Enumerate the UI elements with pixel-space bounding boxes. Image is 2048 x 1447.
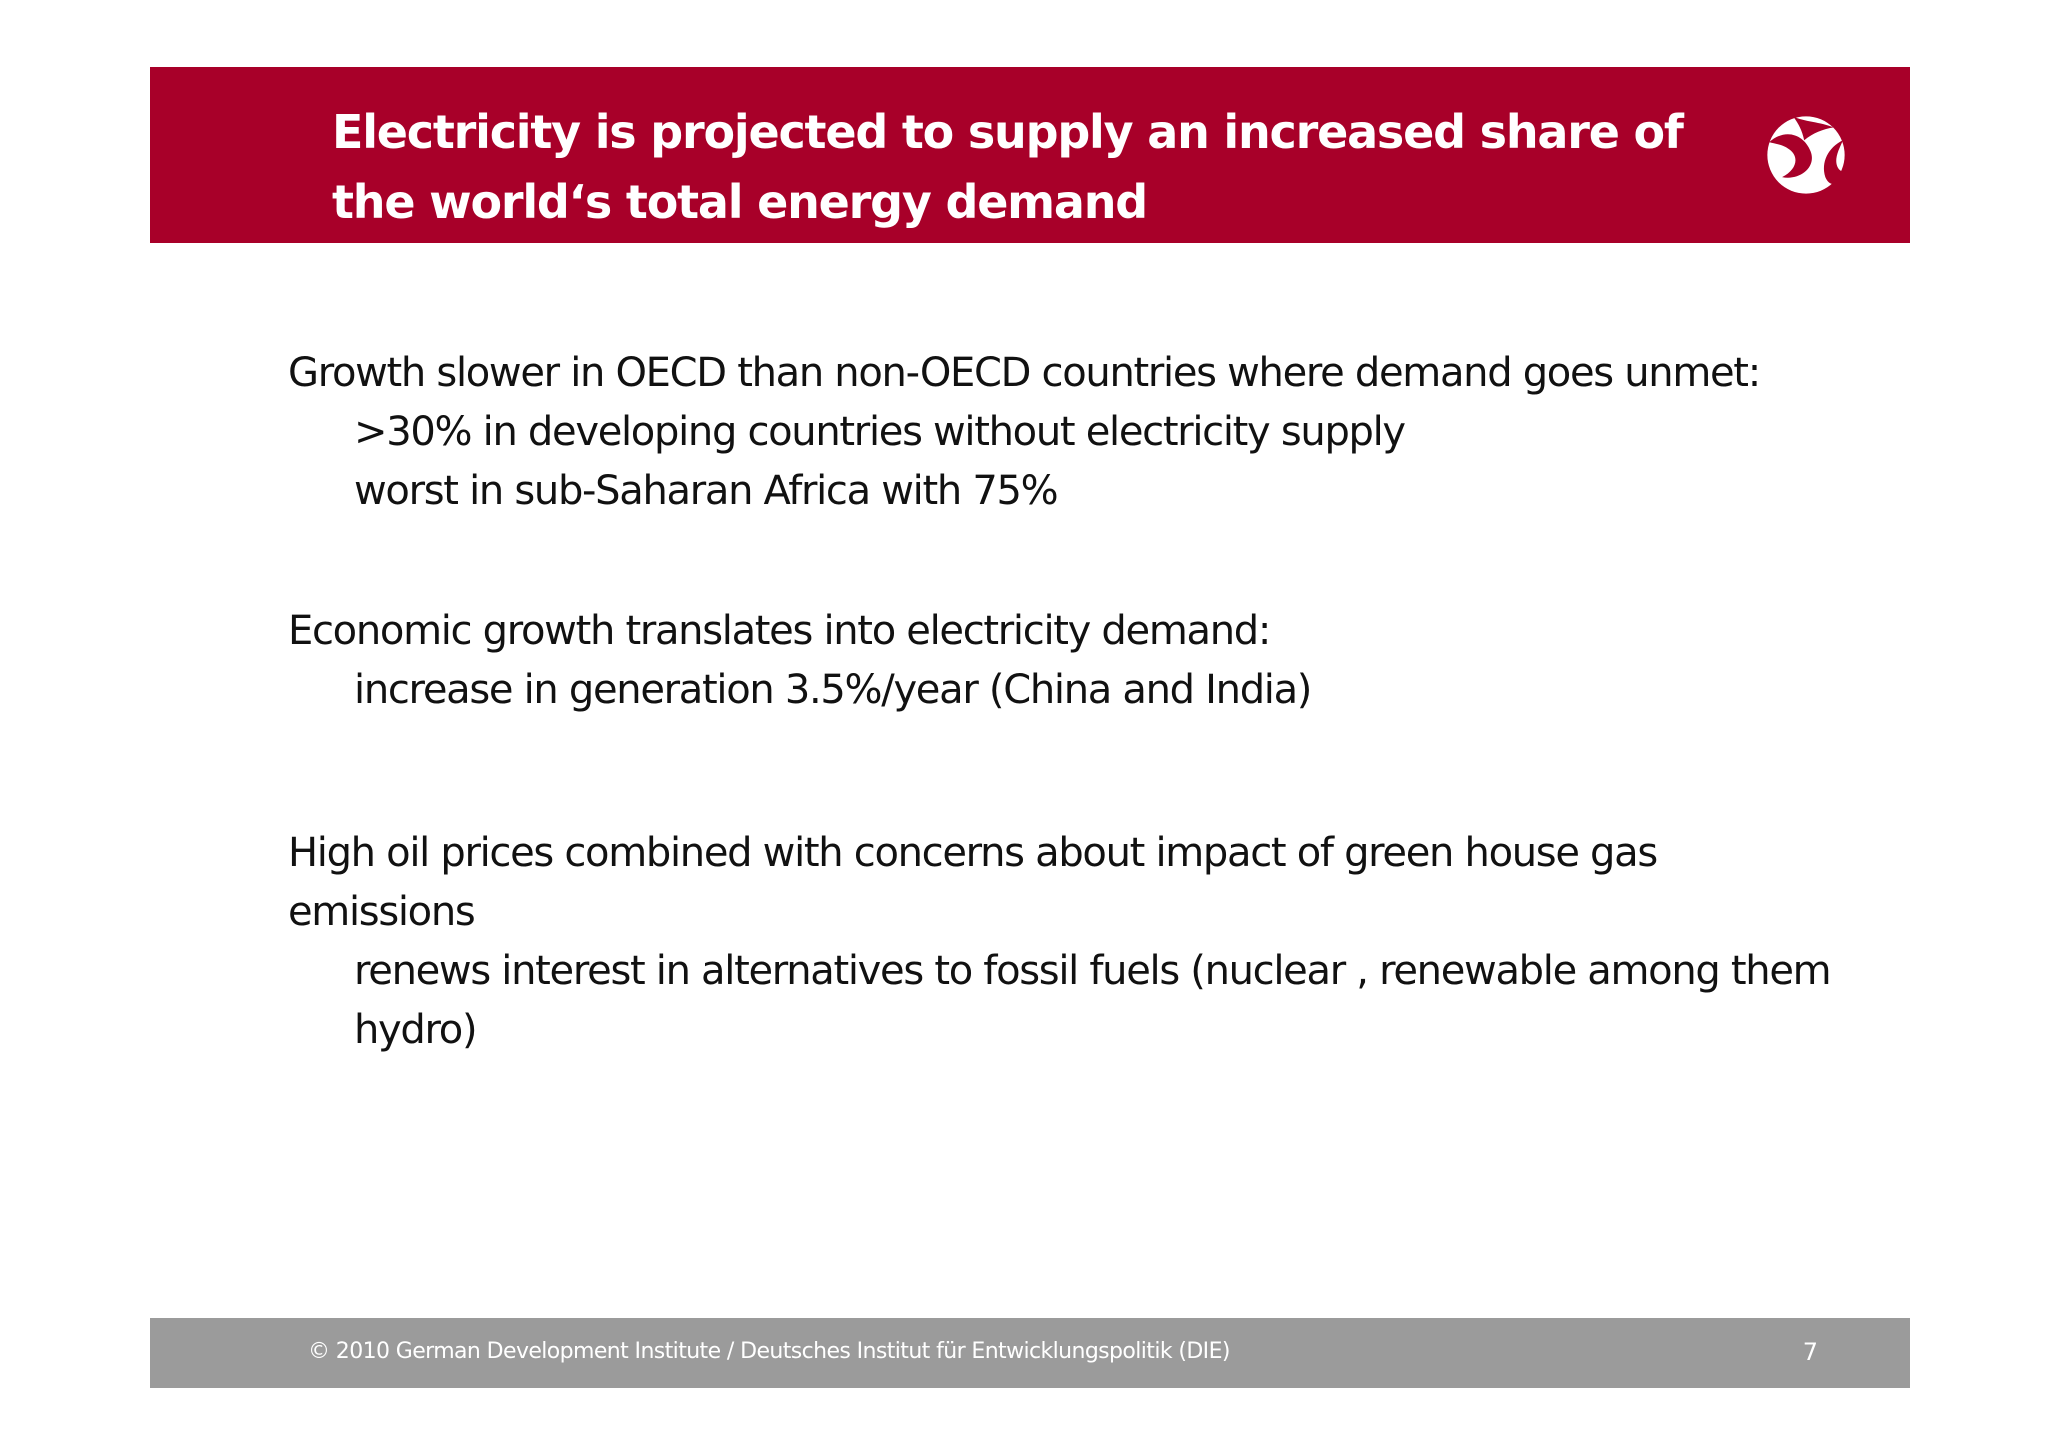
footer-copyright: © 2010 German Development Institute / De… xyxy=(308,1339,1230,1364)
bullet-main-text: Economic growth translates into electric… xyxy=(288,608,1271,654)
bullet-main-text: Growth slower in OECD than non-OECD coun… xyxy=(288,350,1761,396)
sub-bullet-text: >30% in developing countries without ele… xyxy=(354,409,1406,455)
sub-bullet-text: worst in sub-Saharan Africa with 75% xyxy=(354,468,1059,514)
bullet-economic-growth: Economic growth translates into electric… xyxy=(288,602,1848,720)
sub-bullet-text: renews interest in alternatives to fossi… xyxy=(354,948,1832,1053)
page-number: 7 xyxy=(1802,1338,1818,1366)
title-bar: Electricity is projected to supply an in… xyxy=(150,67,1910,243)
bullet-oil-prices: High oil prices combined with concerns a… xyxy=(288,824,1848,1060)
footer-bar: © 2010 German Development Institute / De… xyxy=(150,1318,1910,1388)
sub-bullet-text: increase in generation 3.5%/year (China … xyxy=(354,667,1312,713)
slide-title: Electricity is projected to supply an in… xyxy=(332,105,1684,229)
bullet-main-text: High oil prices combined with concerns a… xyxy=(288,830,1658,935)
die-globe-logo-icon xyxy=(1767,116,1847,194)
bullet-oecd-growth: Growth slower in OECD than non-OECD coun… xyxy=(288,344,1848,521)
